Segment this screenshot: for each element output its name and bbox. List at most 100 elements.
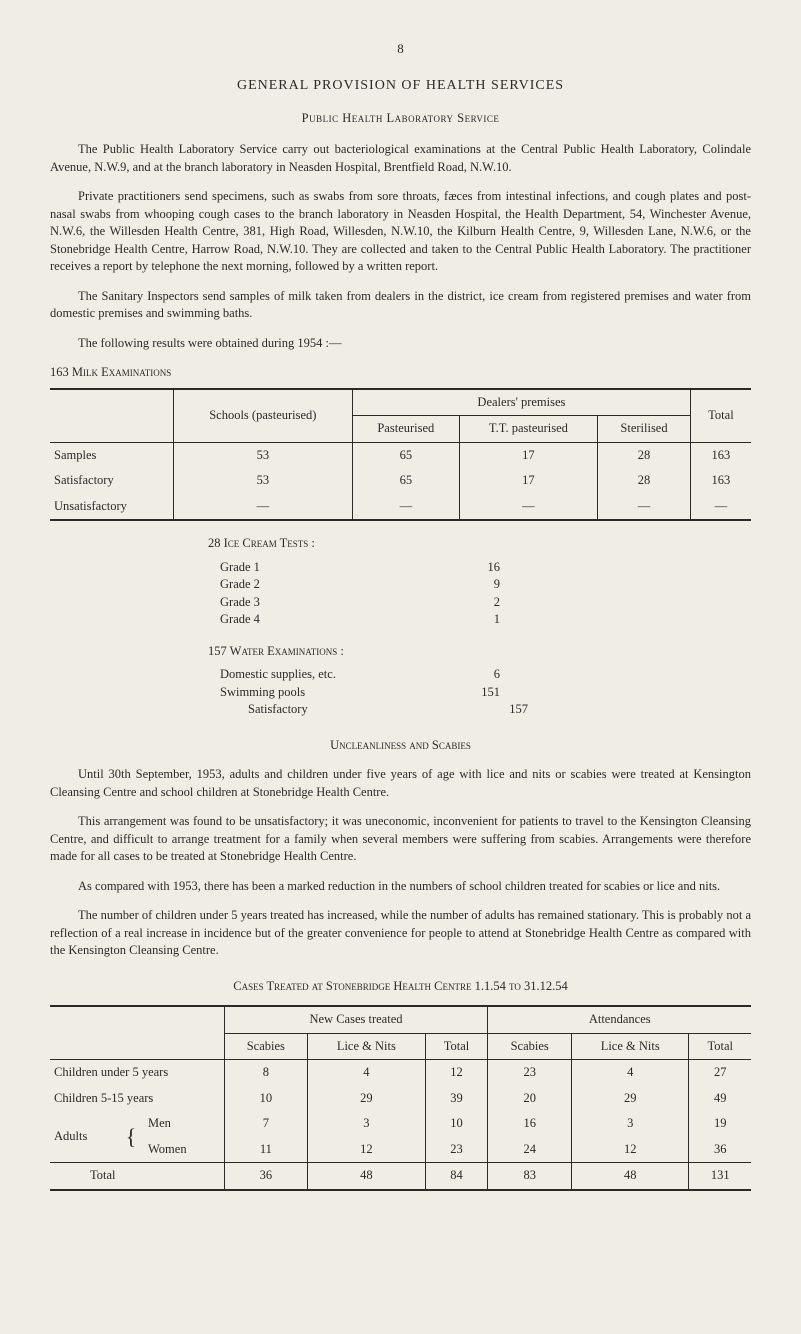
ice-cream-block: 28 Ice Cream Tests : Grade 116 Grade 29 … [220,535,751,629]
cases-cell: 4 [571,1060,689,1086]
milk-col-schools: Schools (pasteurised) [173,389,352,443]
cases-row-label: Adults [50,1111,118,1163]
cases-cell: 16 [488,1111,572,1137]
cases-cell: 36 [689,1137,751,1163]
body-paragraph: This arrangement was found to be unsatis… [50,813,751,866]
cases-cell: 24 [488,1137,572,1163]
list-label: Grade 1 [220,559,440,577]
cases-cell: 12 [425,1060,488,1086]
cases-col: Total [689,1033,751,1060]
cases-total-cell: 48 [571,1163,689,1190]
milk-row-label: Satisfactory [50,468,173,494]
milk-cell: 65 [353,442,460,468]
cases-total-cell: 131 [689,1163,751,1190]
list-label: Grade 4 [220,611,440,629]
milk-cell: 28 [598,468,691,494]
body-paragraph: The Sanitary Inspectors send samples of … [50,288,751,323]
cases-cell: 10 [425,1111,488,1137]
water-exam-block: 157 Water Examinations : Domestic suppli… [220,643,751,719]
milk-cell: — [173,494,352,521]
milk-col-total: Total [690,389,751,443]
water-exam-title: 157 Water Examinations : [208,643,751,661]
list-value: 6 [440,666,500,684]
cases-group-new: New Cases treated [224,1006,488,1033]
milk-cell: 53 [173,442,352,468]
cases-cell: 23 [488,1060,572,1086]
list-value: 1 [440,611,500,629]
cases-col: Total [425,1033,488,1060]
cases-total-cell: 84 [425,1163,488,1190]
cases-cell: 19 [689,1111,751,1137]
cases-table: New Cases treated Attendances Scabies Li… [50,1005,751,1191]
cases-group-attend: Attendances [488,1006,751,1033]
body-paragraph: As compared with 1953, there has been a … [50,878,751,896]
page-title: GENERAL PROVISION OF HEALTH SERVICES [50,76,751,96]
cases-total-cell: 36 [224,1163,308,1190]
list-value: 151 [440,684,500,702]
list-value: 16 [440,559,500,577]
ice-cream-title: 28 Ice Cream Tests : [208,535,751,553]
cases-cell: 29 [308,1086,426,1112]
milk-cell: 53 [173,468,352,494]
body-paragraph: Private practitioners send specimens, su… [50,188,751,276]
cases-cell: 29 [571,1086,689,1112]
cases-col: Lice & Nits [308,1033,426,1060]
body-paragraph: The following results were obtained duri… [50,335,751,353]
milk-cell: 163 [690,468,751,494]
cases-total-cell: 83 [488,1163,572,1190]
cases-total-label: Total [50,1163,224,1190]
milk-cell: 65 [353,468,460,494]
list-value: 2 [440,594,500,612]
cases-col: Lice & Nits [571,1033,689,1060]
list-label: Domestic supplies, etc. [220,666,440,684]
milk-exam-heading: 163 Milk Examinations [50,364,751,382]
milk-cell: — [353,494,460,521]
body-paragraph: The Public Health Laboratory Service car… [50,141,751,176]
milk-cell: — [690,494,751,521]
uncleanliness-title: Uncleanliness and Scabies [50,737,751,755]
cases-cell: 27 [689,1060,751,1086]
cases-row-sublabel: Women [144,1137,224,1163]
brace-icon: { [118,1111,144,1163]
body-paragraph: The number of children under 5 years tre… [50,907,751,960]
page-number: 8 [50,40,751,58]
milk-cell: — [598,494,691,521]
cases-row-label: Children 5-15 years [50,1086,224,1112]
list-label: Grade 2 [220,576,440,594]
milk-col-tt: T.T. pasteurised [459,416,598,443]
list-label: Satisfactory [220,701,468,719]
list-value: 9 [440,576,500,594]
body-paragraph: Until 30th September, 1953, adults and c… [50,766,751,801]
milk-row-label: Unsatisfactory [50,494,173,521]
list-label: Grade 3 [220,594,440,612]
list-value: 157 [468,701,528,719]
cases-col: Scabies [224,1033,308,1060]
page-subtitle: Public Health Laboratory Service [50,110,751,128]
cases-cell: 3 [571,1111,689,1137]
milk-col-group: Dealers' premises [353,389,691,416]
milk-cell: 17 [459,442,598,468]
list-label: Swimming pools [220,684,440,702]
cases-cell: 23 [425,1137,488,1163]
cases-row-sublabel: Men [144,1111,224,1137]
cases-col: Scabies [488,1033,572,1060]
cases-cell: 4 [308,1060,426,1086]
cases-cell: 49 [689,1086,751,1112]
cases-cell: 11 [224,1137,308,1163]
cases-cell: 12 [308,1137,426,1163]
cases-cell: 8 [224,1060,308,1086]
milk-row-label: Samples [50,442,173,468]
cases-cell: 20 [488,1086,572,1112]
cases-cell: 10 [224,1086,308,1112]
cases-total-cell: 48 [308,1163,426,1190]
cases-table-title: Cases Treated at Stonebridge Health Cent… [50,978,751,996]
milk-cell: 163 [690,442,751,468]
milk-col-sterilised: Sterilised [598,416,691,443]
milk-table: Schools (pasteurised) Dealers' premises … [50,388,751,522]
milk-cell: 28 [598,442,691,468]
cases-cell: 12 [571,1137,689,1163]
cases-cell: 39 [425,1086,488,1112]
cases-row-label: Children under 5 years [50,1060,224,1086]
cases-cell: 7 [224,1111,308,1137]
milk-cell: — [459,494,598,521]
